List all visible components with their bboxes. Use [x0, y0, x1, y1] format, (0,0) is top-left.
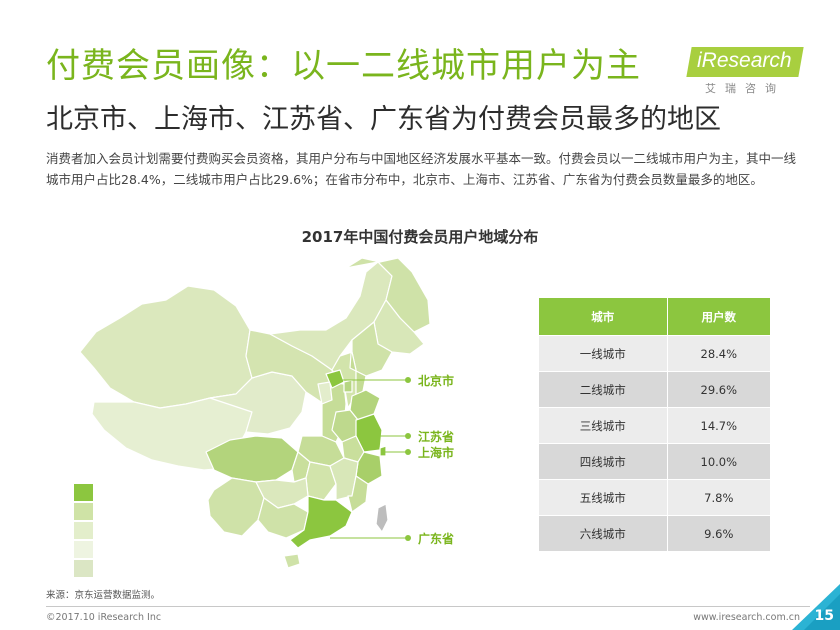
- map-region-guangdong: [289, 495, 353, 549]
- map-region-xinjiang: [79, 285, 253, 409]
- table-cell-city: 一线城市: [539, 335, 668, 372]
- table-row: 六线城市 9.6%: [539, 515, 772, 551]
- map-region-yunnan: [207, 477, 265, 537]
- legend-swatch-1: [74, 484, 93, 501]
- iresearch-logo: iResearch 艾瑞咨询: [686, 44, 804, 98]
- legend-swatch-5: [74, 560, 93, 577]
- table-header-row: 城市 用户数: [539, 298, 772, 336]
- legend-swatch-3: [74, 522, 93, 539]
- footer-divider: [46, 606, 810, 607]
- marker-guangdong: [405, 535, 411, 541]
- table-cell-city: 二线城市: [539, 371, 668, 408]
- column-header-users: 用户数: [667, 298, 772, 336]
- table-cell-users: 29.6%: [667, 371, 772, 408]
- map-region-tianjin: [343, 379, 353, 393]
- table-cell-users: 10.0%: [667, 443, 772, 480]
- table-cell-users: 14.7%: [667, 407, 772, 444]
- map-region-shanghai: [379, 445, 387, 457]
- logo-cn-text: 艾瑞咨询: [705, 82, 785, 95]
- map-region-taiwan: [375, 503, 389, 533]
- map-label-markers: [330, 377, 411, 541]
- legend-swatch-4: [74, 541, 93, 558]
- map-region-qinghai: [209, 371, 307, 435]
- map-label-shanghai: 上海市: [418, 446, 455, 460]
- website-link[interactable]: www.iresearch.com.cn: [693, 612, 800, 623]
- chart-title: 2017年中国付费会员用户地域分布: [301, 228, 539, 246]
- table-cell-users: 9.6%: [667, 515, 772, 551]
- map-label-jiangsu: 江苏省: [418, 430, 455, 444]
- table-row: 一线城市 28.4%: [539, 335, 772, 372]
- map-label-beijing: 北京市: [418, 374, 455, 388]
- page-subtitle: 北京市、上海市、江苏省、广东省为付费会员最多的地区: [46, 104, 721, 135]
- page-title: 付费会员画像：以一二线城市用户为主: [46, 46, 641, 86]
- column-header-city: 城市: [539, 298, 668, 336]
- table-row: 二线城市 29.6%: [539, 371, 772, 408]
- table-cell-users: 28.4%: [667, 335, 772, 372]
- map-region-heilongjiang: [345, 257, 431, 333]
- copyright-text: ©2017.10 iResearch Inc: [46, 612, 162, 623]
- map-region-hainan: [283, 553, 301, 569]
- map-label-guangdong: 广东省: [418, 532, 455, 546]
- table-cell-city: 四线城市: [539, 443, 668, 480]
- corner-triangle-accent: [804, 594, 840, 630]
- source-note: 来源：京东运营数据监测。: [46, 590, 161, 601]
- logo-text: iResearch: [697, 49, 792, 72]
- city-tier-table: 城市 用户数 一线城市 28.4% 二线城市 29.6% 三线城市 14.7% …: [539, 298, 772, 551]
- table-row: 四线城市 10.0%: [539, 443, 772, 480]
- marker-jiangsu: [405, 433, 411, 439]
- table-cell-city: 五线城市: [539, 479, 668, 516]
- page-corner-badge: [792, 584, 840, 630]
- legend-swatch-2: [74, 503, 93, 520]
- table-row: 五线城市 7.8%: [539, 479, 772, 516]
- table-row: 三线城市 14.7%: [539, 407, 772, 444]
- marker-beijing: [405, 377, 411, 383]
- marker-shanghai: [405, 449, 411, 455]
- page-number: 15: [814, 608, 834, 624]
- description-text: 消费者加入会员计划需要付费购买会员资格，其用户分布与中国地区经济发展水平基本一致…: [46, 151, 797, 187]
- table-cell-users: 7.8%: [667, 479, 772, 516]
- table-cell-city: 三线城市: [539, 407, 668, 444]
- table-cell-city: 六线城市: [539, 515, 668, 551]
